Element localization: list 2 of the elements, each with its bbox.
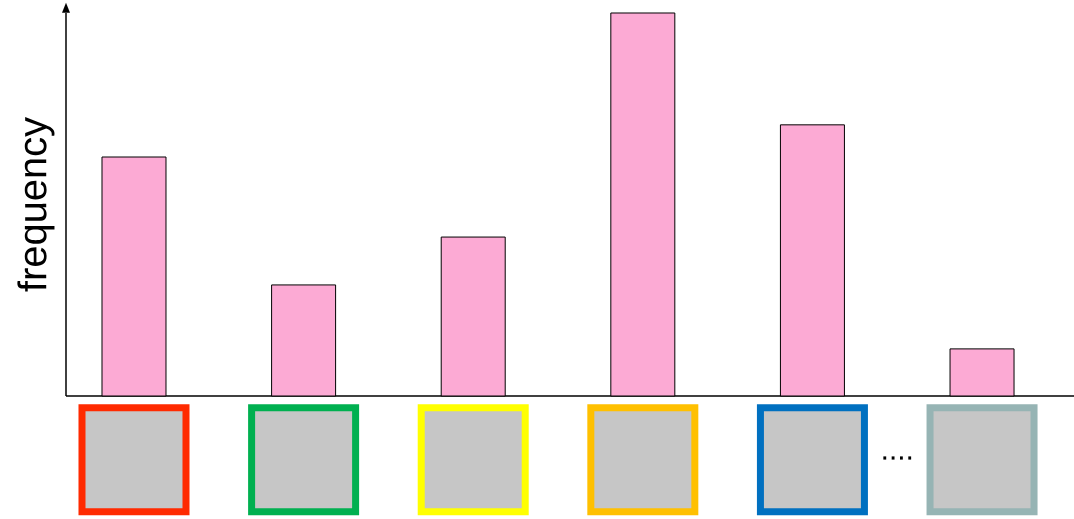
y-axis-title: frequency xyxy=(17,117,55,292)
text: .... xyxy=(883,456,912,460)
